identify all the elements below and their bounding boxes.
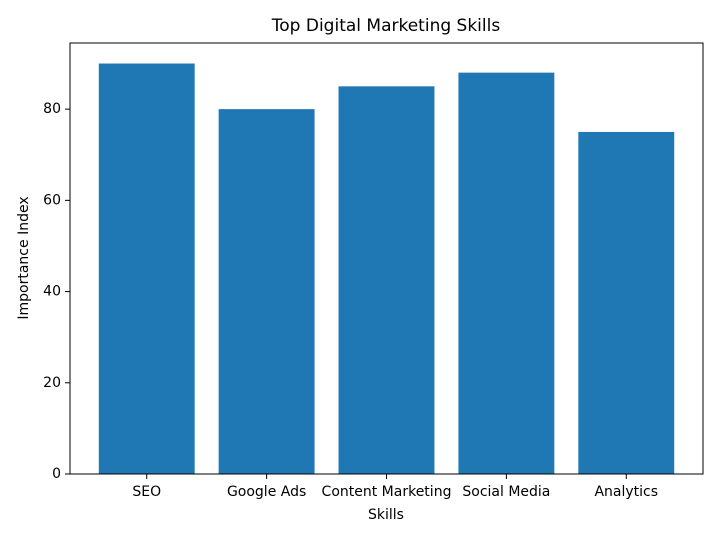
bar (218, 109, 315, 475)
y-tick-label: 0 (52, 466, 61, 482)
x-tick-label: Google Ads (227, 484, 306, 500)
y-tick-label: 60 (43, 192, 61, 208)
y-axis-label: Importance Index (16, 196, 32, 319)
y-tick-label: 20 (43, 375, 61, 391)
bar (338, 86, 435, 475)
y-tick-label: 40 (43, 284, 61, 300)
bar (98, 63, 195, 475)
x-tick-label: Analytics (594, 484, 658, 500)
x-axis-label: Skills (368, 507, 404, 523)
bar (578, 131, 675, 474)
x-tick-label: SEO (132, 484, 161, 500)
x-tick-label: Social Media (462, 484, 550, 500)
x-tick-label: Content Marketing (322, 484, 452, 500)
chart-title: Top Digital Marketing Skills (271, 16, 501, 36)
plot-frame (69, 42, 704, 475)
y-tick-label: 80 (43, 101, 61, 117)
bar (458, 72, 555, 474)
